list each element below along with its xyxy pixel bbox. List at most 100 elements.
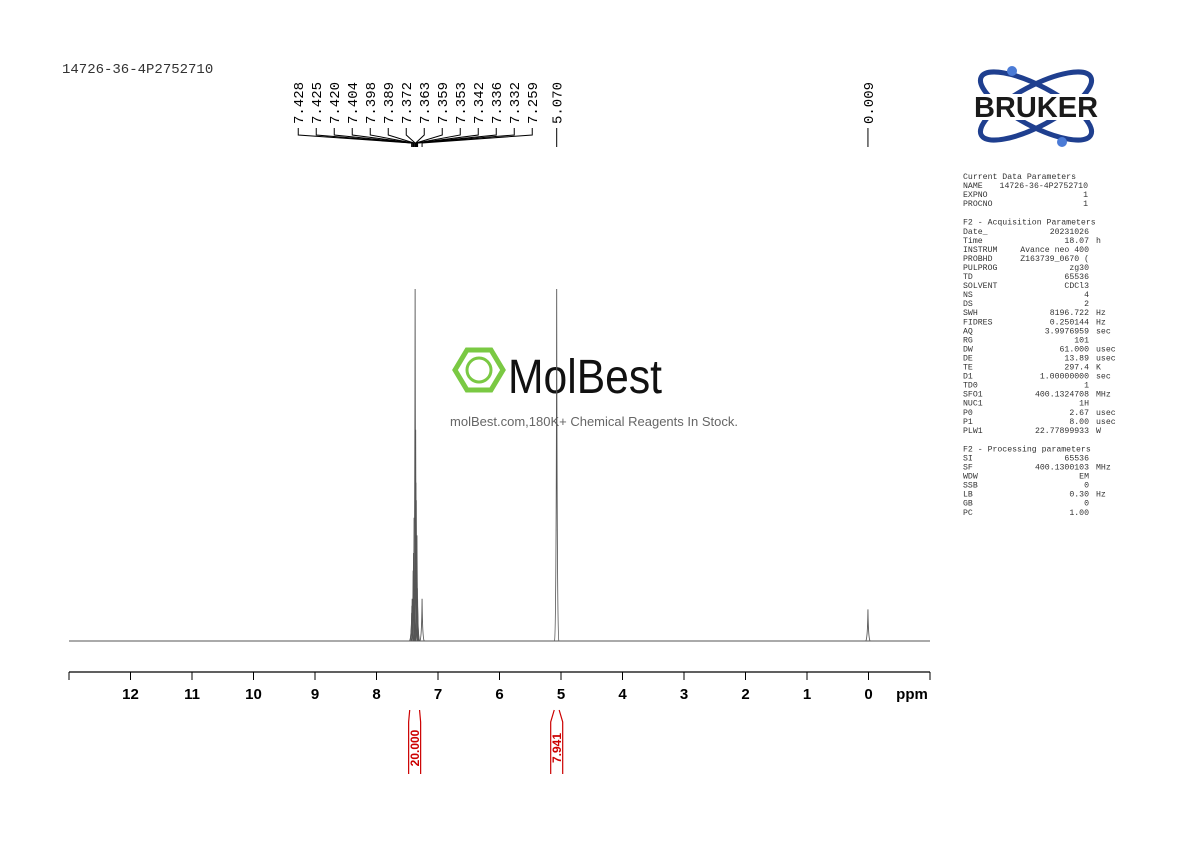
param-value: 1 [1083, 191, 1088, 200]
param-name: PULPROG [963, 264, 997, 273]
param-name: FIDRES [963, 318, 993, 327]
param-value: 1.00 [1069, 509, 1089, 518]
param-value: CDCl3 [1064, 281, 1089, 291]
param-name: NS [963, 291, 973, 300]
param-name: SF [963, 464, 973, 473]
param-value: 20231026 [1050, 228, 1089, 237]
param-value: 0 [1084, 482, 1089, 491]
peak [414, 598, 421, 642]
param-value: 8196.722 [1050, 309, 1089, 318]
integral [408, 709, 422, 774]
peak-label-connector [369, 128, 415, 147]
param-name: PC [963, 509, 973, 518]
param-unit: h [1096, 236, 1101, 246]
peak-label: 7.389 [382, 82, 398, 124]
param-name: TE [963, 364, 973, 373]
x-tick-label: 2 [741, 686, 749, 703]
peak-label: 7.353 [454, 82, 470, 124]
param-name: NUC1 [963, 400, 983, 409]
peak-label: 7.363 [418, 82, 434, 124]
logo-text: BRUKER [974, 92, 1098, 124]
x-tick-label: 11 [184, 686, 200, 703]
x-tick-label: 6 [495, 686, 503, 703]
param-value: 8.00 [1069, 418, 1089, 427]
x-tick-label: 4 [618, 686, 627, 703]
peak-label: 7.259 [526, 82, 542, 124]
param-name: DW [963, 345, 973, 354]
peak-label-connector [417, 128, 515, 147]
param-unit: usec [1096, 418, 1116, 427]
x-tick-label: 5 [557, 686, 565, 703]
watermark-brand: MolBest [508, 351, 662, 404]
param-unit: MHz [1096, 391, 1111, 400]
param-name: DS [963, 300, 973, 309]
param-name: EXPNO [963, 191, 988, 200]
param-name: SWH [963, 309, 978, 318]
param-value: 0.30 [1069, 491, 1089, 500]
param-value: 61.000 [1060, 345, 1090, 354]
param-value: 2.67 [1069, 409, 1089, 418]
param-value: 3.9976959 [1045, 327, 1089, 336]
param-name: INSTRUM [963, 246, 997, 255]
param-name: LB [963, 491, 973, 500]
param-value: Z163739_0670 ( [1020, 254, 1089, 264]
peak-label: 5.070 [551, 82, 567, 124]
param-unit: Hz [1096, 491, 1106, 500]
param-unit: Hz [1096, 309, 1106, 318]
param-name: WDW [963, 473, 978, 482]
logo-orbit [977, 69, 1095, 143]
param-value: 65536 [1064, 273, 1089, 282]
peak-label: 7.342 [472, 82, 488, 124]
param-value: 14726-36-4P2752710 [1000, 182, 1089, 191]
param-value: 0 [1084, 500, 1089, 509]
watermark-ring [465, 356, 493, 384]
param-unit: Hz [1096, 318, 1106, 327]
param-value: 101 [1074, 336, 1089, 345]
param-value: 297.4 [1064, 364, 1089, 373]
param-name: DE [963, 354, 973, 363]
param-value: 0.250144 [1050, 318, 1089, 327]
peak-label: 7.332 [508, 82, 524, 124]
param-unit: W [1096, 427, 1101, 436]
param-value: 65536 [1064, 454, 1089, 463]
peak [554, 288, 560, 642]
param-name: GB [963, 500, 973, 509]
param-unit: K [1096, 364, 1101, 373]
peak-label-connector [387, 128, 415, 147]
param-unit: sec [1096, 373, 1111, 382]
peak-label: 7.336 [490, 82, 506, 124]
peak-label: 7.398 [364, 82, 380, 124]
x-tick-label: 3 [680, 686, 688, 703]
param-section-title: F2 - Processing parameters [963, 444, 1091, 454]
param-value: 1H [1079, 400, 1089, 409]
peak-label-connector [421, 128, 533, 147]
param-name: P0 [963, 409, 973, 418]
param-unit: usec [1096, 345, 1116, 354]
peak-label-connector [415, 128, 443, 147]
peak [413, 500, 419, 642]
watermark-tagline: molBest.com,180K+ Chemical Reagents In S… [450, 414, 738, 429]
param-unit: usec [1096, 409, 1116, 418]
param-section-title: Current Data Parameters [963, 173, 1076, 182]
watermark-hexagon [452, 347, 506, 393]
param-value: 1.00000000 [1040, 373, 1089, 382]
peak-label: 7.420 [328, 82, 344, 124]
logo-dot [1007, 66, 1017, 76]
peak [865, 609, 871, 642]
param-name: PROCNO [963, 200, 993, 209]
param-value: zg30 [1069, 264, 1089, 273]
param-name: TD0 [963, 382, 978, 391]
param-name: SOLVENT [963, 282, 997, 291]
peak-label: 7.425 [310, 82, 326, 124]
param-value: 18.07 [1064, 237, 1089, 246]
logo-orbit [977, 69, 1095, 143]
x-tick-label: 10 [245, 686, 262, 703]
param-name: TD [963, 273, 973, 282]
integral-label: 7.941 [550, 733, 564, 763]
param-unit: MHz [1096, 464, 1111, 473]
param-value: 2 [1084, 300, 1089, 309]
peak-label: 7.372 [400, 82, 416, 124]
x-axis-label: ppm [896, 686, 928, 703]
